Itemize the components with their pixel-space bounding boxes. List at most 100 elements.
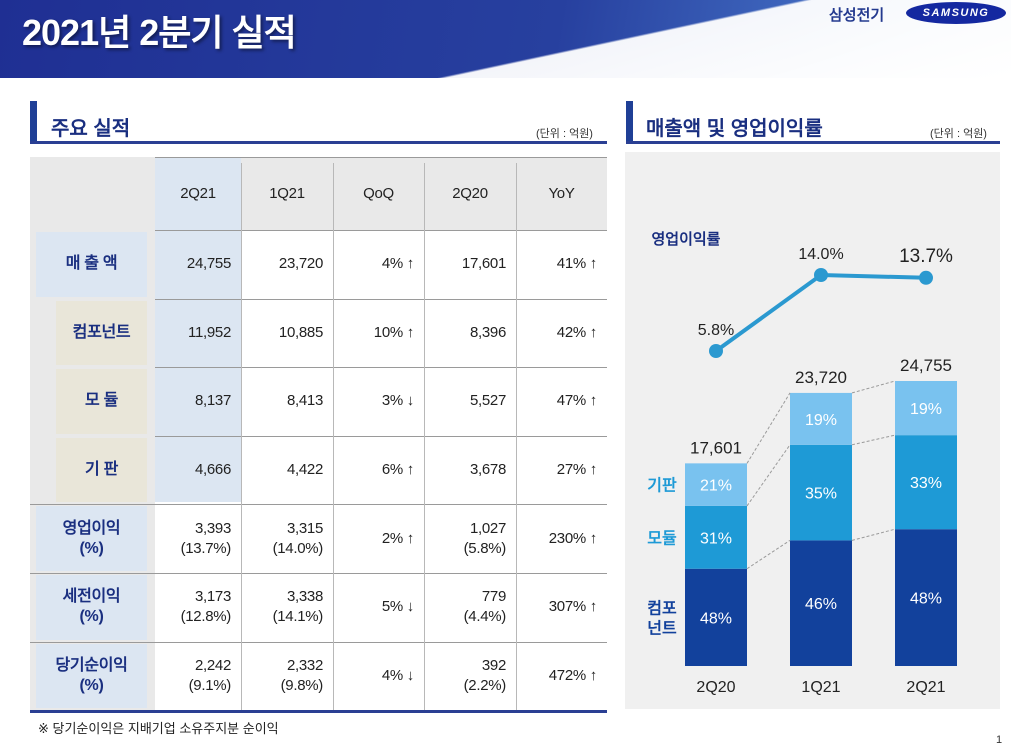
section-title-sales-margin: 매출액 및 영업이익률 — [646, 118, 823, 140]
row-label: 매 출 액 — [36, 232, 147, 297]
bar-segment — [790, 540, 852, 666]
table-cell: 8,137 — [194, 392, 231, 410]
table-cell: 5,527 — [469, 392, 506, 410]
category-label: 2Q21 — [906, 679, 945, 696]
total-label: 17,601 — [690, 438, 742, 457]
segment-label: 31% — [700, 530, 732, 547]
column-divider — [516, 163, 517, 711]
table-rule — [155, 230, 607, 231]
table-cell: 5% ↓ — [381, 598, 414, 616]
legend-label: 모듈 — [647, 529, 677, 547]
connector-line — [851, 528, 896, 541]
table-cell: 27% ↑ — [556, 461, 598, 479]
section-title-key-results: 주요 실적 — [51, 118, 131, 140]
table-cell: 3,678 — [469, 461, 506, 479]
connector-line — [746, 444, 791, 507]
table-cell: 472% ↑ — [548, 666, 598, 684]
bar-segment — [790, 444, 852, 541]
table-cell: 3,338 (14.1%) — [272, 588, 324, 626]
table-cell: 779 (4.4%) — [463, 588, 507, 626]
table-cell: 1,027 (5.8%) — [463, 519, 507, 557]
table-cell: 4,422 — [286, 461, 323, 479]
segment-label: 19% — [805, 412, 837, 429]
row-divider — [30, 573, 607, 574]
table-cell: 2,332 (9.8%) — [280, 656, 324, 694]
legend-label: 기판 — [647, 477, 677, 495]
segment-label: 46% — [805, 596, 837, 613]
margin-label: 13.7% — [899, 246, 953, 267]
segment-label: 48% — [700, 610, 732, 627]
connector-line — [746, 392, 791, 464]
results-table: 2Q21 1Q21 QoQ 2Q20 YoY 매 출 액 24,755 23,720 4% ↑ 1… — [30, 157, 607, 714]
column-header: 2Q20 — [452, 184, 488, 202]
legend-label: 넌트 — [647, 619, 677, 637]
table-cell: 3,393 (13.7%) — [180, 519, 232, 557]
margin-point — [709, 344, 723, 358]
table-cell: 4% ↓ — [381, 666, 414, 684]
sales-margin-chart: 48% 31% 21% 17,601 2Q20 46% 35% 19% 23,720 1Q21 48… — [647, 230, 957, 696]
table-cell: 307% ↑ — [548, 598, 598, 616]
section-marker — [30, 101, 37, 141]
footnote: ※ 당기순이익은 지배기업 소유주지분 순이익 — [38, 721, 279, 736]
samsung-logo: SAMSUNG — [906, 2, 1006, 24]
row-divider — [155, 435, 607, 437]
bar-segment — [685, 463, 747, 506]
connector-line — [851, 380, 896, 394]
table-header-bg — [30, 157, 607, 230]
row-label: 컴포넌트 — [56, 300, 147, 366]
table-cell: 2% ↑ — [381, 529, 414, 547]
table-rule — [155, 157, 607, 158]
margin-label: 14.0% — [798, 246, 843, 263]
row-divider — [155, 367, 607, 369]
row-label: 모 듈 — [56, 369, 147, 434]
bar-segment — [790, 392, 852, 445]
section-rule-right — [626, 141, 1000, 144]
segment-label: 19% — [910, 401, 942, 418]
row-label: 세전이익 (%) — [36, 575, 147, 640]
column-divider — [424, 163, 425, 711]
section-rule-left — [30, 141, 607, 144]
total-label: 24,755 — [900, 356, 952, 375]
row-label: 기 판 — [56, 437, 147, 503]
table-cell: 392 (2.2%) — [463, 656, 507, 694]
page-number: 1 — [996, 734, 1003, 746]
table-cell: 3,173 (12.8%) — [180, 588, 232, 626]
row-divider — [30, 710, 607, 714]
margin-label: 5.8% — [698, 322, 734, 339]
unit-label-right: (단위 : 억원) — [930, 128, 987, 140]
column-header: YoY — [548, 184, 575, 202]
table-cell: 230% ↑ — [548, 529, 598, 547]
category-label: 2Q20 — [696, 679, 735, 696]
connector-line — [851, 434, 896, 446]
segment-label: 48% — [910, 591, 942, 608]
column-divider — [333, 163, 334, 711]
margin-point — [919, 270, 933, 285]
total-label: 23,720 — [795, 368, 847, 387]
table-cell: 24,755 — [186, 255, 231, 273]
table-cell: 10% ↑ — [373, 323, 415, 341]
section-marker — [626, 101, 633, 141]
row-divider — [30, 641, 607, 643]
column-header: 1Q21 — [269, 184, 305, 202]
bar-segment — [895, 435, 957, 530]
line-series-label: 영업이익률 — [651, 230, 720, 248]
current-quarter-highlight — [155, 157, 241, 502]
column-header: 2Q21 — [180, 184, 216, 202]
category-label: 1Q21 — [801, 679, 840, 696]
row-divider — [30, 504, 607, 506]
column-header: QoQ — [363, 184, 394, 202]
table-cell: 8,413 — [286, 392, 323, 410]
table-cell: 4,666 — [194, 461, 231, 479]
row-label: 영업이익 (%) — [36, 506, 147, 571]
bar-segment — [895, 381, 957, 436]
table-cell: 47% ↑ — [556, 392, 598, 410]
segment-label: 33% — [910, 475, 942, 492]
bar-segment — [685, 568, 747, 666]
table-cell: 41% ↑ — [556, 255, 598, 273]
table-cell: 17,601 — [461, 255, 506, 273]
bar-segment — [685, 505, 747, 569]
connector-line — [746, 539, 791, 570]
page-title: 2021년 2분기 실적 — [22, 12, 297, 53]
table-cell: 6% ↑ — [381, 461, 414, 479]
table-cell: 3% ↓ — [381, 392, 414, 410]
